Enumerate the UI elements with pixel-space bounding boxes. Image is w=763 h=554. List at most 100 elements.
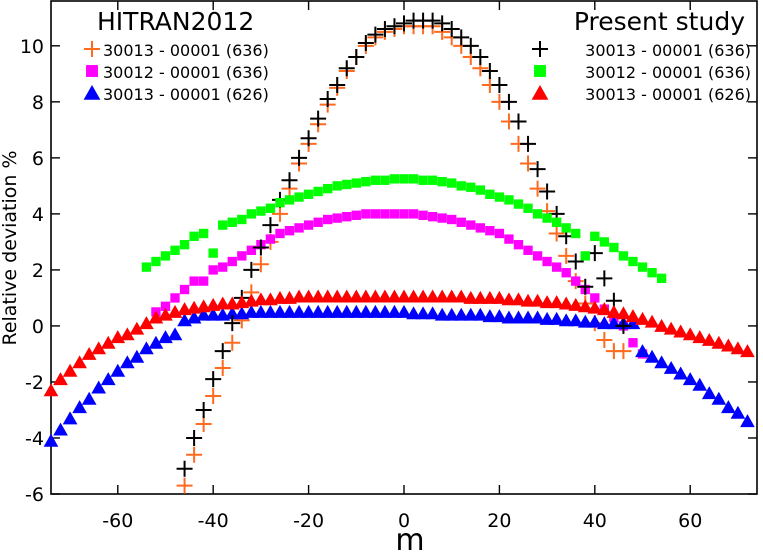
- data-point: [253, 304, 269, 318]
- data-point: [275, 198, 285, 208]
- data-point: [43, 433, 59, 447]
- data-point: [597, 302, 612, 316]
- data-point: [616, 306, 631, 320]
- data-point: [300, 130, 317, 147]
- data-point: [447, 178, 457, 188]
- data-point: [195, 415, 212, 432]
- data-point: [348, 289, 364, 303]
- data-point: [740, 414, 755, 428]
- data-point: [139, 341, 154, 355]
- data-point: [208, 265, 218, 275]
- legend-present: Present study 30013 - 00001 (636) 30012 - …: [531, 7, 751, 104]
- data-point: [466, 220, 476, 230]
- data-point: [482, 309, 498, 323]
- data-point: [427, 212, 438, 222]
- data-point: [485, 189, 495, 199]
- data-point: [205, 371, 222, 388]
- data-point: [167, 327, 183, 341]
- data-point: [91, 341, 107, 355]
- y-tick-label: -2: [25, 372, 44, 394]
- data-point: [520, 135, 537, 152]
- data-point: [472, 290, 488, 304]
- data-point: [501, 310, 517, 324]
- data-point: [418, 175, 428, 185]
- data-point: [418, 210, 428, 220]
- data-point: [186, 429, 203, 446]
- data-point: [348, 304, 364, 318]
- data-point: [656, 273, 667, 283]
- legend-marker: [86, 65, 98, 77]
- data-point: [310, 289, 326, 303]
- data-point: [539, 311, 555, 325]
- data-point: [329, 289, 345, 303]
- data-point: [284, 226, 295, 236]
- data-point: [208, 248, 218, 258]
- data-point: [377, 304, 393, 318]
- data-point: [673, 366, 689, 380]
- data-point: [408, 209, 419, 219]
- legend-hitran: HITRAN2012 30013 - 00001 (636) 30012 - 000…: [83, 7, 269, 104]
- data-point: [205, 387, 222, 404]
- data-point: [170, 293, 180, 303]
- data-point: [427, 175, 438, 185]
- data-point: [644, 349, 660, 363]
- data-point: [590, 293, 600, 303]
- y-tick-label: -4: [25, 428, 44, 450]
- series-5: [141, 174, 667, 283]
- data-point: [361, 209, 371, 219]
- data-point: [284, 195, 295, 205]
- data-point: [301, 289, 316, 303]
- data-point: [492, 309, 507, 323]
- data-point: [294, 223, 304, 233]
- data-point: [62, 411, 78, 425]
- data-point: [176, 477, 193, 494]
- data-point: [214, 343, 231, 360]
- data-point: [189, 231, 199, 241]
- data-point: [530, 310, 545, 324]
- data-point: [313, 186, 323, 197]
- data-point: [186, 446, 203, 463]
- series-3: [43, 304, 755, 447]
- data-point: [618, 251, 629, 261]
- data-point: [590, 231, 600, 241]
- data-point: [523, 245, 533, 255]
- data-point: [682, 327, 698, 341]
- legend-title: Present study: [574, 7, 745, 36]
- x-tick-label: -40: [198, 510, 229, 532]
- data-point: [599, 237, 610, 247]
- data-point: [532, 251, 543, 261]
- data-point: [548, 225, 565, 242]
- data-point: [301, 304, 316, 318]
- data-point: [91, 380, 107, 394]
- data-point: [644, 314, 660, 328]
- data-point: [500, 93, 517, 110]
- data-point: [170, 245, 180, 255]
- data-point: [310, 110, 327, 127]
- data-point: [198, 228, 209, 239]
- data-point: [370, 175, 381, 185]
- data-point: [291, 149, 308, 166]
- data-point: [380, 209, 390, 219]
- data-point: [730, 341, 746, 355]
- legends: HITRAN2012 30013 - 00001 (636) 30012 - 000…: [83, 7, 751, 104]
- data-point: [561, 223, 571, 233]
- data-point: [485, 226, 495, 236]
- data-point: [654, 318, 669, 332]
- data-point: [272, 304, 288, 318]
- data-point: [663, 321, 679, 335]
- data-point: [711, 335, 727, 349]
- data-point: [511, 292, 526, 306]
- data-point: [275, 228, 285, 239]
- x-tick-label: 60: [678, 510, 702, 532]
- data-point: [329, 77, 346, 94]
- data-point: [160, 251, 171, 261]
- data-point: [425, 306, 440, 320]
- data-point: [504, 234, 514, 244]
- data-point: [291, 304, 307, 318]
- data-point: [571, 228, 581, 239]
- data-point: [520, 293, 536, 307]
- data-point: [596, 270, 613, 287]
- legend-entry-label: 30012 - 00001 (636): [103, 63, 269, 82]
- data-point: [224, 334, 241, 351]
- data-point: [179, 284, 190, 295]
